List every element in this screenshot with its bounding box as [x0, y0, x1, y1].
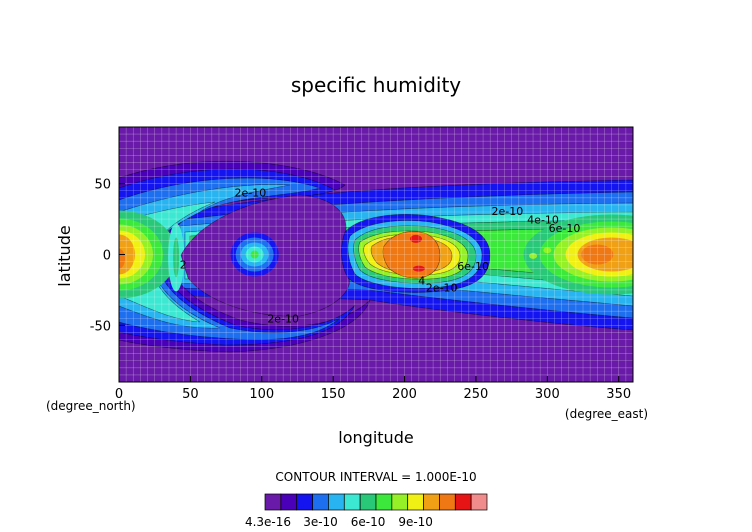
contour-label: 4 — [418, 274, 425, 287]
colorbar-swatch — [264, 493, 282, 511]
colorbar-swatch — [391, 493, 409, 511]
y-tick-label: 50 — [94, 178, 111, 193]
x-tick-label: 200 — [392, 387, 417, 402]
y-tick-label: 0 — [103, 249, 111, 264]
x-axis-ticks: 0 50 100 150 200 250 300 350 — [115, 376, 631, 402]
contour-band-11 — [119, 248, 125, 269]
contour-band-8 — [529, 252, 538, 259]
contour-band-11 — [581, 244, 614, 265]
contour-label: 2 — [180, 259, 187, 272]
contour-label: 2e-10 — [426, 281, 458, 294]
colorbar-tick-labels: 3e-10 6e-10 9e-10 — [303, 515, 433, 529]
y-tick-label: -50 — [90, 319, 111, 334]
colorbar-swatch — [312, 493, 329, 511]
colorbar — [264, 493, 488, 511]
y-axis-ticks: -50 0 50 — [90, 178, 125, 334]
chart-title: specific humidity — [291, 73, 461, 97]
colorbar-swatch — [439, 493, 456, 511]
x-tick-label: 350 — [606, 387, 631, 402]
y-axis-label: latitude — [55, 225, 74, 286]
contour-label: 2e-10 — [234, 186, 266, 199]
contour-band-12 — [409, 234, 422, 243]
colorbar-swatch — [328, 493, 345, 511]
x-tick-label: 300 — [535, 387, 560, 402]
x-tick-label: 50 — [182, 387, 199, 402]
contour-interval-label: CONTOUR INTERVAL = 1.000E-10 — [275, 470, 476, 484]
contour-label: 2e-10 — [491, 205, 523, 218]
colorbar-tick-label: 9e-10 — [398, 515, 433, 529]
contour-band-6 — [173, 237, 180, 278]
x-tick-label: 150 — [321, 387, 346, 402]
colorbar-swatch — [280, 493, 298, 511]
contour-band-8 — [543, 247, 552, 254]
colorbar-swatch — [423, 493, 440, 511]
contour-band-7 — [250, 250, 259, 259]
contour-label: 6e-10 — [457, 260, 489, 273]
colorbar-min-label: 4.3e-16 — [245, 515, 291, 529]
colorbar-swatch — [343, 493, 361, 511]
colorbar-swatch — [375, 493, 393, 511]
contour-label: 2e-10 — [267, 313, 299, 326]
contour-band-11 — [382, 231, 441, 279]
colorbar-swatch — [470, 493, 488, 511]
y-unit-label: (degree_north) — [46, 399, 136, 413]
x-tick-label: 0 — [115, 387, 123, 402]
x-unit-label: (degree_east) — [565, 407, 648, 421]
colorbar-swatch — [359, 493, 377, 511]
x-tick-label: 250 — [464, 387, 489, 402]
colorbar-tick-label: 3e-10 — [303, 515, 338, 529]
contour-label: 6e-10 — [549, 222, 581, 235]
contour-label: 4e-10 — [527, 213, 559, 226]
colorbar-swatch — [407, 493, 424, 511]
colorbar-swatch — [454, 493, 472, 511]
grid-lines — [119, 127, 633, 382]
colorbar-tick-label: 6e-10 — [351, 515, 386, 529]
colorbar-swatch — [296, 493, 313, 511]
contour-fills — [119, 160, 633, 353]
x-tick-label: 100 — [249, 387, 274, 402]
x-axis-label: longitude — [338, 428, 413, 447]
contour-band-12 — [412, 265, 425, 272]
